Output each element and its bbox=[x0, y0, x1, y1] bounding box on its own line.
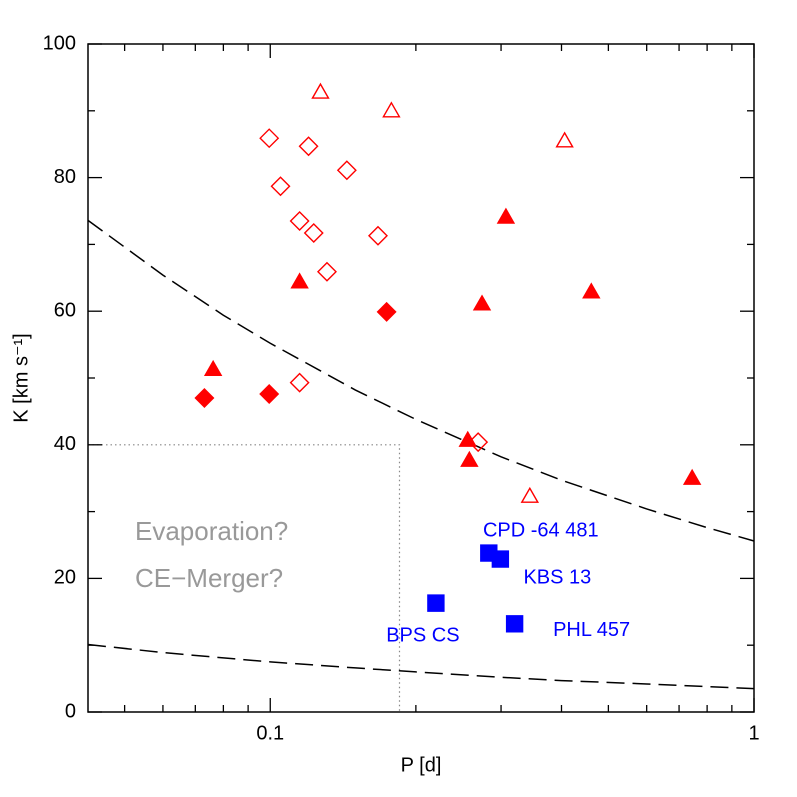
data-point bbox=[289, 211, 310, 232]
y-tick-label: 80 bbox=[54, 166, 76, 188]
point-label: CPD -64 481 bbox=[483, 519, 599, 541]
data-point bbox=[270, 176, 291, 197]
data-point bbox=[259, 384, 280, 405]
data-point bbox=[382, 101, 401, 118]
data-point bbox=[505, 615, 524, 633]
model-curve bbox=[87, 219, 755, 542]
point-label: BPS CS bbox=[386, 624, 459, 646]
data-point bbox=[316, 261, 337, 282]
data-point bbox=[472, 294, 492, 311]
y-axis-label: K [km s⁻¹] bbox=[10, 333, 32, 422]
data-point bbox=[682, 468, 702, 485]
data-point bbox=[491, 550, 510, 568]
y-tick-label: 40 bbox=[54, 433, 76, 455]
data-point bbox=[259, 128, 280, 149]
data-point bbox=[555, 131, 574, 148]
y-tick-label: 0 bbox=[65, 700, 76, 722]
data-point bbox=[458, 430, 477, 447]
data-point bbox=[303, 223, 324, 244]
plot-frame bbox=[87, 43, 755, 713]
y-tick-label: 20 bbox=[54, 567, 76, 589]
point-label: KBS 13 bbox=[523, 566, 591, 588]
data-point bbox=[203, 359, 223, 377]
x-tick-label: 1 bbox=[748, 722, 759, 744]
data-point bbox=[582, 282, 601, 299]
y-tick-label: 60 bbox=[54, 299, 76, 321]
data-point bbox=[460, 450, 479, 467]
annotation: CE−Merger? bbox=[135, 563, 283, 593]
data-point bbox=[427, 594, 445, 612]
data-point bbox=[496, 207, 516, 224]
data-point bbox=[520, 486, 540, 503]
x-tick-label: 0.1 bbox=[256, 722, 284, 744]
model-curve bbox=[87, 643, 755, 690]
data-point bbox=[368, 225, 388, 246]
y-tick-label: 100 bbox=[43, 32, 76, 54]
x-axis-label: P [d] bbox=[401, 754, 442, 776]
data-point bbox=[468, 432, 489, 453]
data-point bbox=[290, 272, 309, 289]
data-point bbox=[289, 372, 310, 393]
annotation: Evaporation? bbox=[135, 516, 288, 546]
data-point bbox=[376, 301, 397, 322]
data-point bbox=[336, 160, 357, 181]
data-point bbox=[311, 82, 330, 99]
point-label: PHL 457 bbox=[553, 619, 630, 641]
data-point bbox=[298, 136, 319, 157]
data-point bbox=[194, 388, 215, 409]
region-box bbox=[88, 444, 401, 712]
